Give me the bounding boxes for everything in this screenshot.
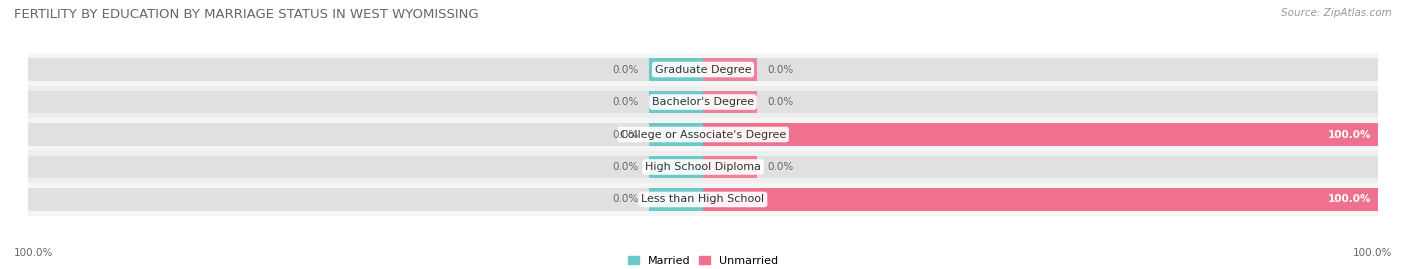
Bar: [28, 86, 1378, 118]
Text: High School Diploma: High School Diploma: [645, 162, 761, 172]
Bar: [28, 188, 1378, 211]
Bar: [28, 183, 1378, 216]
Text: Less than High School: Less than High School: [641, 194, 765, 204]
Bar: [28, 151, 1378, 183]
Bar: [650, 91, 703, 113]
Bar: [703, 91, 756, 113]
Text: 0.0%: 0.0%: [768, 97, 793, 107]
Bar: [703, 58, 756, 81]
Text: Bachelor's Degree: Bachelor's Degree: [652, 97, 754, 107]
Text: FERTILITY BY EDUCATION BY MARRIAGE STATUS IN WEST WYOMISSING: FERTILITY BY EDUCATION BY MARRIAGE STATU…: [14, 8, 478, 21]
Bar: [650, 156, 703, 178]
Bar: [650, 123, 703, 146]
Bar: [650, 58, 703, 81]
Text: 0.0%: 0.0%: [613, 129, 638, 140]
Text: 100.0%: 100.0%: [1327, 129, 1371, 140]
Bar: [703, 123, 1378, 146]
Text: 0.0%: 0.0%: [613, 97, 638, 107]
Bar: [28, 156, 1378, 178]
Text: Graduate Degree: Graduate Degree: [655, 65, 751, 75]
Text: Source: ZipAtlas.com: Source: ZipAtlas.com: [1281, 8, 1392, 18]
Bar: [28, 123, 1378, 146]
Bar: [28, 118, 1378, 151]
Text: 0.0%: 0.0%: [768, 65, 793, 75]
Bar: [28, 91, 1378, 113]
Text: 0.0%: 0.0%: [613, 194, 638, 204]
Text: 0.0%: 0.0%: [613, 162, 638, 172]
Bar: [28, 58, 1378, 81]
Bar: [650, 188, 703, 211]
Text: 0.0%: 0.0%: [768, 162, 793, 172]
Text: 100.0%: 100.0%: [14, 248, 53, 258]
Text: 0.0%: 0.0%: [613, 65, 638, 75]
Text: 100.0%: 100.0%: [1353, 248, 1392, 258]
Text: College or Associate's Degree: College or Associate's Degree: [620, 129, 786, 140]
Text: 100.0%: 100.0%: [1327, 194, 1371, 204]
Bar: [703, 156, 756, 178]
Bar: [28, 53, 1378, 86]
Bar: [703, 188, 1378, 211]
Legend: Married, Unmarried: Married, Unmarried: [623, 251, 783, 269]
